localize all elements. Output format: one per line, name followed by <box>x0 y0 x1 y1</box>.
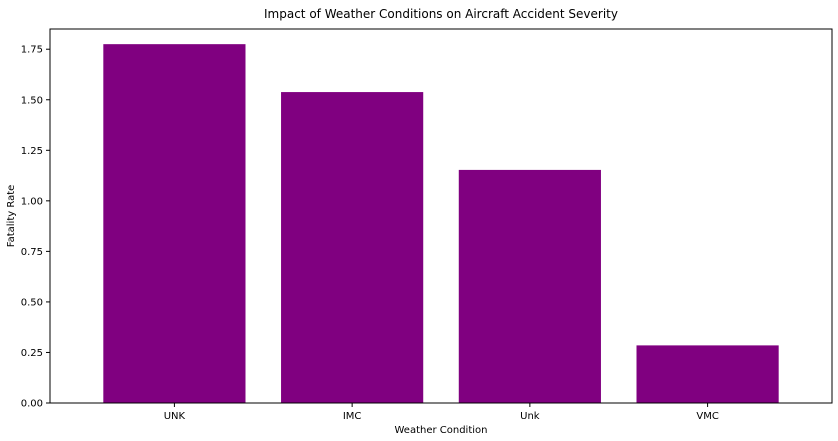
chart-title: Impact of Weather Conditions on Aircraft… <box>264 7 618 21</box>
bar-imc <box>281 92 424 404</box>
y-tick-label: 1.50 <box>21 95 43 106</box>
y-tick-label: 0.25 <box>21 348 43 359</box>
y-tick-label: 1.75 <box>21 45 43 56</box>
bar-unk <box>103 44 246 403</box>
y-tick-label: 1.25 <box>21 146 43 157</box>
x-tick-label: UNK <box>164 411 186 422</box>
bar-unk <box>458 169 601 403</box>
axes-layer <box>49 28 833 404</box>
y-axis-label: Fatality Rate <box>6 185 17 248</box>
y-tick-label: 0.75 <box>21 247 43 258</box>
y-tick-label: 0.50 <box>21 297 43 308</box>
x-tick-label: VMC <box>696 411 718 422</box>
bar-vmc <box>636 345 779 403</box>
plot-frame <box>49 28 833 404</box>
bars-layer <box>103 44 779 404</box>
y-tick-label: 1.00 <box>21 196 43 207</box>
x-axis-label: Weather Condition <box>394 425 487 436</box>
y-axis-ticks: 0.00 0.25 0.50 0.75 1.00 1.25 1.50 1.75 <box>21 45 50 410</box>
x-tick-label: IMC <box>343 411 362 422</box>
y-tick-label: 0.00 <box>21 399 43 410</box>
x-tick-label: Unk <box>520 411 540 422</box>
x-axis-ticks: UNK IMC Unk VMC <box>164 403 719 422</box>
